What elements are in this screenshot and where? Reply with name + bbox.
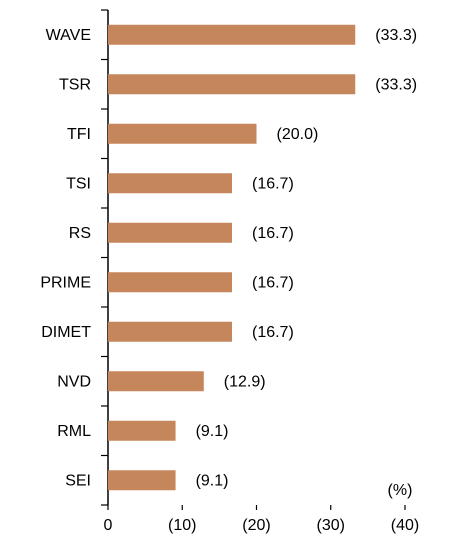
y-tick-label: SEI: [65, 472, 91, 489]
value-label: (16.7): [252, 274, 294, 291]
bar: [108, 173, 232, 194]
bar: [108, 222, 232, 243]
value-label: (9.1): [196, 472, 229, 489]
value-label: (33.3): [375, 76, 417, 93]
y-tick-label: TFI: [67, 126, 91, 143]
bar: [108, 123, 257, 144]
bar: [108, 371, 204, 392]
bar: [108, 74, 356, 95]
bar: [108, 470, 176, 491]
x-tick-label: 0: [104, 517, 113, 534]
bar: [108, 420, 176, 441]
y-tick-label: RS: [69, 225, 91, 242]
y-tick-label: RML: [57, 423, 91, 440]
value-label: (9.1): [196, 423, 229, 440]
y-tick-label: WAVE: [46, 27, 91, 44]
y-tick-label: TSR: [59, 76, 91, 93]
value-label: (16.7): [252, 175, 294, 192]
x-tick-label: (40): [391, 517, 419, 534]
value-label: (16.7): [252, 225, 294, 242]
value-label: (12.9): [224, 373, 266, 390]
x-tick-label: (20): [242, 517, 270, 534]
y-tick-label: NVD: [57, 373, 91, 390]
bar: [108, 24, 356, 45]
unit-label: (%): [388, 482, 413, 499]
y-tick-label: TSI: [66, 175, 91, 192]
value-label: (20.0): [277, 126, 319, 143]
x-tick-label: (30): [317, 517, 345, 534]
y-tick-label: PRIME: [40, 274, 91, 291]
bar: [108, 272, 232, 293]
value-label: (16.7): [252, 324, 294, 341]
value-label: (33.3): [375, 27, 417, 44]
bar: [108, 321, 232, 342]
y-tick-label: DIMET: [41, 324, 91, 341]
x-tick-label: (10): [168, 517, 196, 534]
